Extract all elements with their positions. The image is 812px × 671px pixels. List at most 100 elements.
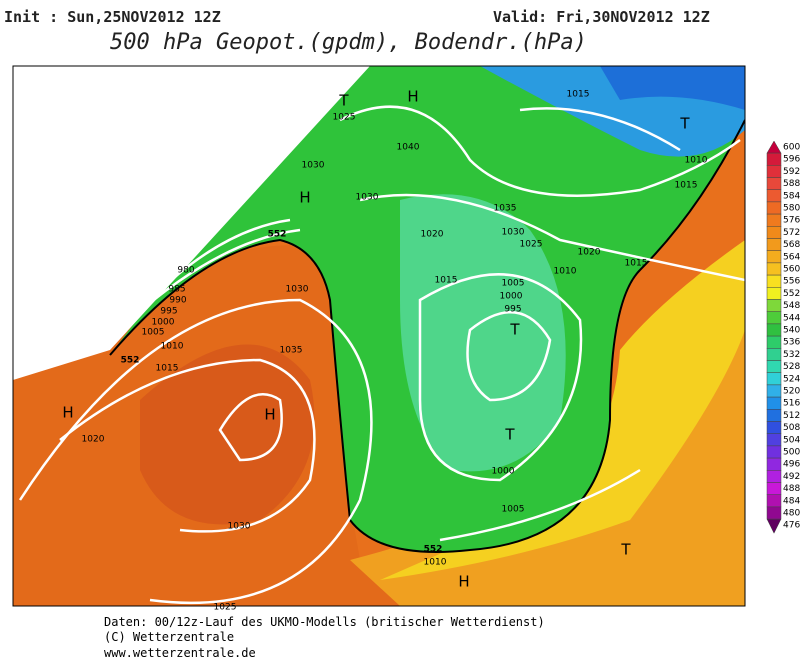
isobar-label: 995 xyxy=(504,305,521,315)
colorbar-swatch xyxy=(766,152,782,166)
colorbar-swatch xyxy=(766,384,782,398)
isobar-label: 1030 xyxy=(502,228,525,238)
isobar-label: 1005 xyxy=(502,279,525,289)
colorbar-swatch xyxy=(766,421,782,434)
colorbar-label: 488 xyxy=(783,484,800,494)
colorbar-swatch xyxy=(766,262,782,276)
isobars xyxy=(18,105,745,605)
colorbar-swatch xyxy=(766,445,782,459)
field-blue xyxy=(600,66,745,110)
pressure-center: T xyxy=(504,426,515,444)
colorbar-swatch xyxy=(766,299,782,312)
pressure-center: H xyxy=(407,88,418,106)
colorbar-label: 564 xyxy=(783,252,800,262)
colorbar-swatch xyxy=(766,311,782,325)
isobar-label: 1000 xyxy=(492,467,515,477)
colorbar-swatch xyxy=(766,238,782,251)
colorbar-label: 524 xyxy=(783,374,800,384)
colorbar-swatch xyxy=(766,274,782,288)
isobar-label: 990 xyxy=(169,296,186,306)
colorbar-swatch xyxy=(766,189,782,203)
isobar-label: 1030 xyxy=(356,193,379,203)
isobar-label: 1030 xyxy=(286,285,309,295)
colorbar: 600 596 592 588 584 580 576 572 568 564 560 556 552 5… xyxy=(766,140,800,534)
colorbar-label: 500 xyxy=(783,448,800,458)
colorbar-swatch xyxy=(766,177,782,190)
colorbar-swatch xyxy=(766,335,782,349)
isobar-label: 1040 xyxy=(397,143,420,153)
contour-label: 552 xyxy=(268,230,287,240)
colorbar-label: 520 xyxy=(783,387,800,397)
valid-time: Valid: Fri,30NOV2012 12Z xyxy=(493,8,710,26)
isobar-label: 1025 xyxy=(214,603,237,613)
isobar-label: 1000 xyxy=(500,292,523,302)
field-band xyxy=(350,300,745,606)
isobar-label: 1015 xyxy=(435,276,458,286)
field-core xyxy=(140,344,315,525)
isobar-label: 1020 xyxy=(421,230,444,240)
isobar-label: 1035 xyxy=(280,346,303,356)
colorbar-label: 544 xyxy=(783,313,800,323)
footer-line: (C) Wetterzentrale xyxy=(104,630,234,644)
colorbar-label: 588 xyxy=(783,179,800,189)
colorbar-label: 592 xyxy=(783,167,800,177)
colorbar-label: 496 xyxy=(783,460,800,470)
colorbar-label: 492 xyxy=(783,472,800,482)
pressure-center: T xyxy=(679,115,690,133)
map-field xyxy=(13,66,745,606)
colorbar-label: 556 xyxy=(783,277,800,287)
colorbar-label: 484 xyxy=(783,496,800,506)
colorbar-swatch xyxy=(766,213,782,227)
colorbar-label: 512 xyxy=(783,411,800,421)
colorbar-label: 548 xyxy=(783,301,800,311)
contour-552 xyxy=(109,119,745,553)
colorbar-label: 540 xyxy=(783,326,800,336)
colorbar-swatch xyxy=(766,226,782,239)
isobar-label: 1030 xyxy=(302,161,325,171)
isobar-label: 1020 xyxy=(578,248,601,258)
colorbar-cap xyxy=(766,518,782,534)
colorbar-swatch xyxy=(766,287,782,300)
colorbar-swatch xyxy=(766,457,782,471)
isobar-label: 995 xyxy=(160,307,177,317)
pressure-center: H xyxy=(62,404,73,422)
isobar-label: 1025 xyxy=(520,240,543,250)
colorbar-label: 480 xyxy=(783,509,800,519)
colorbar-label: 568 xyxy=(783,240,800,250)
colorbar-label: 580 xyxy=(783,204,800,214)
contour-label: 552 xyxy=(424,545,443,555)
colorbar-label: 596 xyxy=(783,155,800,165)
colorbar-swatch xyxy=(766,494,782,508)
isobar-label: 1035 xyxy=(494,204,517,214)
colorbar-swatch xyxy=(766,482,782,495)
isobar-label: 985 xyxy=(168,285,185,295)
colorbar-label: 552 xyxy=(783,289,800,299)
colorbar-label: 536 xyxy=(783,338,800,348)
field-band xyxy=(380,240,745,580)
pressure-center: H xyxy=(264,406,275,424)
pressure-center: T xyxy=(509,321,520,339)
contour-label: 552 xyxy=(121,356,140,366)
colorbar-label: 532 xyxy=(783,350,800,360)
isobar-label: 1015 xyxy=(567,90,590,100)
colorbar-label: 584 xyxy=(783,191,800,201)
pressure-center: T xyxy=(338,92,349,110)
isobar-label: 1005 xyxy=(142,328,165,338)
colorbar-label: 528 xyxy=(783,362,800,372)
colorbar-swatch xyxy=(766,250,782,264)
colorbar-label: 560 xyxy=(783,265,800,275)
pressure-center: H xyxy=(458,573,469,591)
map-title: 500 hPa Geopot.(gpdm), Bodendr.(hPa) xyxy=(110,30,587,55)
colorbar-cap xyxy=(766,140,782,154)
colorbar-swatch xyxy=(766,396,782,410)
colorbar-label: 508 xyxy=(783,423,800,433)
colorbar-label: 476 xyxy=(783,521,800,531)
colorbar-swatch xyxy=(766,372,782,386)
isobar-label: 1025 xyxy=(333,113,356,123)
colorbar-label: 600 xyxy=(783,143,800,153)
polar-blank xyxy=(13,66,370,380)
colorbar-swatch xyxy=(766,360,782,373)
colorbar-swatch xyxy=(766,506,782,520)
